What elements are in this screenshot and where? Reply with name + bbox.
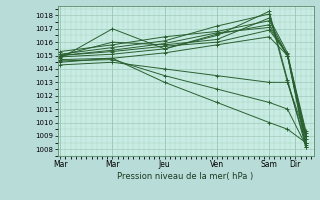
X-axis label: Pression niveau de la mer( hPa ): Pression niveau de la mer( hPa ) xyxy=(117,172,254,181)
